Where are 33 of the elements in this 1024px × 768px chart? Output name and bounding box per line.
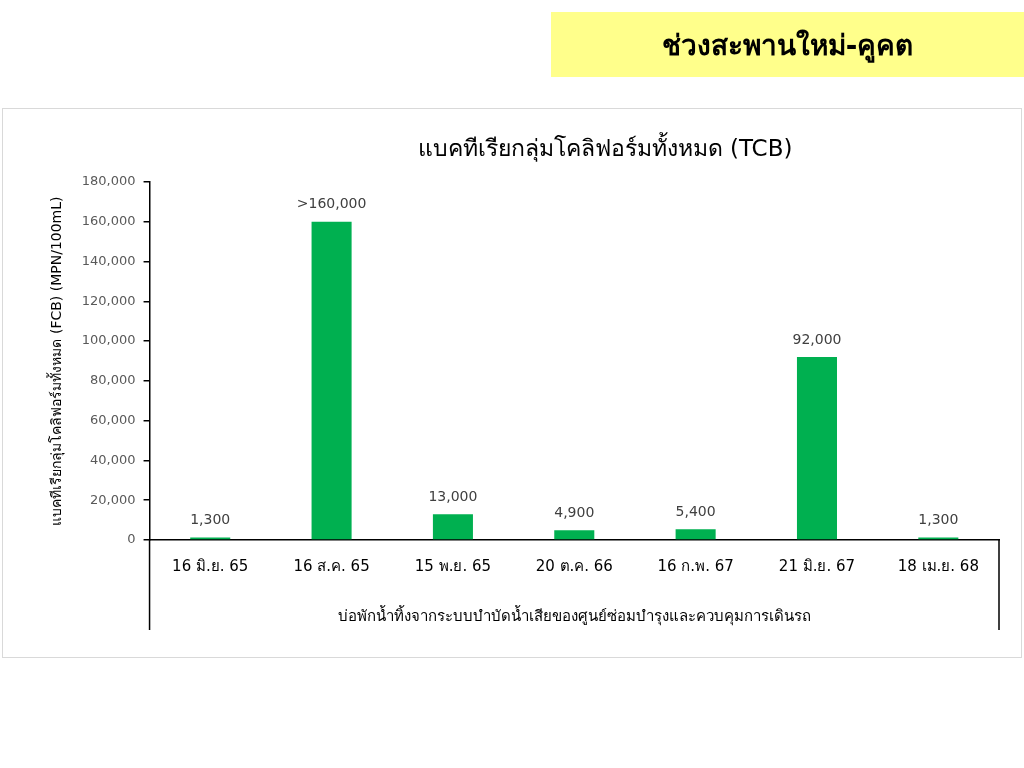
data-label: 92,000 [792, 330, 842, 347]
bar [796, 357, 837, 540]
y-axis-title: แบคทีเรียกลุ่มโคลิฟอร์มทั้งหมด (FCB) (MPN/100mL) [46, 196, 66, 526]
x-tick-label: 15 พ.ย. 65 [414, 556, 492, 575]
y-tick-label: 40,000 [90, 451, 136, 467]
x-tick-label: 16 มิ.ย. 65 [172, 556, 249, 575]
x-axis-title: บ่อพักน้ำทิ้งจากระบบบำบัดน้ำเสียของศูนย์ซ่อมบำรุงและควบคุมการเดินรถ [337, 604, 811, 626]
data-label: 13,000 [428, 487, 478, 504]
bar [554, 530, 595, 540]
y-tick-label: 60,000 [90, 412, 136, 428]
data-label: 1,300 [918, 511, 959, 528]
y-tick-label: 120,000 [81, 292, 136, 308]
chart-subtitle: แบคทีเรียกลุ่มโคลิฟอร์มทั้งหมด (TCB) [416, 131, 794, 164]
y-tick-label: 80,000 [90, 372, 136, 388]
bar [311, 221, 352, 540]
data-label: 5,400 [675, 502, 716, 519]
data-label: >160,000 [296, 195, 367, 212]
y-tick-label: 20,000 [90, 491, 136, 507]
y-tick-label: 140,000 [81, 252, 136, 268]
y-tick-label: 0 [127, 531, 136, 547]
x-tick-label: 21 มิ.ย. 67 [778, 556, 856, 575]
chart-title: ช่วงสะพานใหม่-คูคต [551, 12, 1024, 77]
x-tick-label: 16 ส.ค. 65 [293, 556, 370, 575]
bar [675, 529, 716, 540]
y-tick-label: 100,000 [81, 332, 136, 348]
x-tick-label: 16 ก.พ. 67 [657, 556, 734, 575]
x-tick-label: 20 ต.ค. 66 [535, 556, 613, 575]
y-tick-label: 180,000 [81, 173, 136, 189]
x-tick-label: 18 เม.ย. 68 [897, 556, 979, 575]
data-label: 1,300 [190, 511, 231, 528]
bar [432, 514, 473, 540]
y-tick-label: 160,000 [81, 213, 136, 229]
data-label: 4,900 [554, 503, 595, 520]
